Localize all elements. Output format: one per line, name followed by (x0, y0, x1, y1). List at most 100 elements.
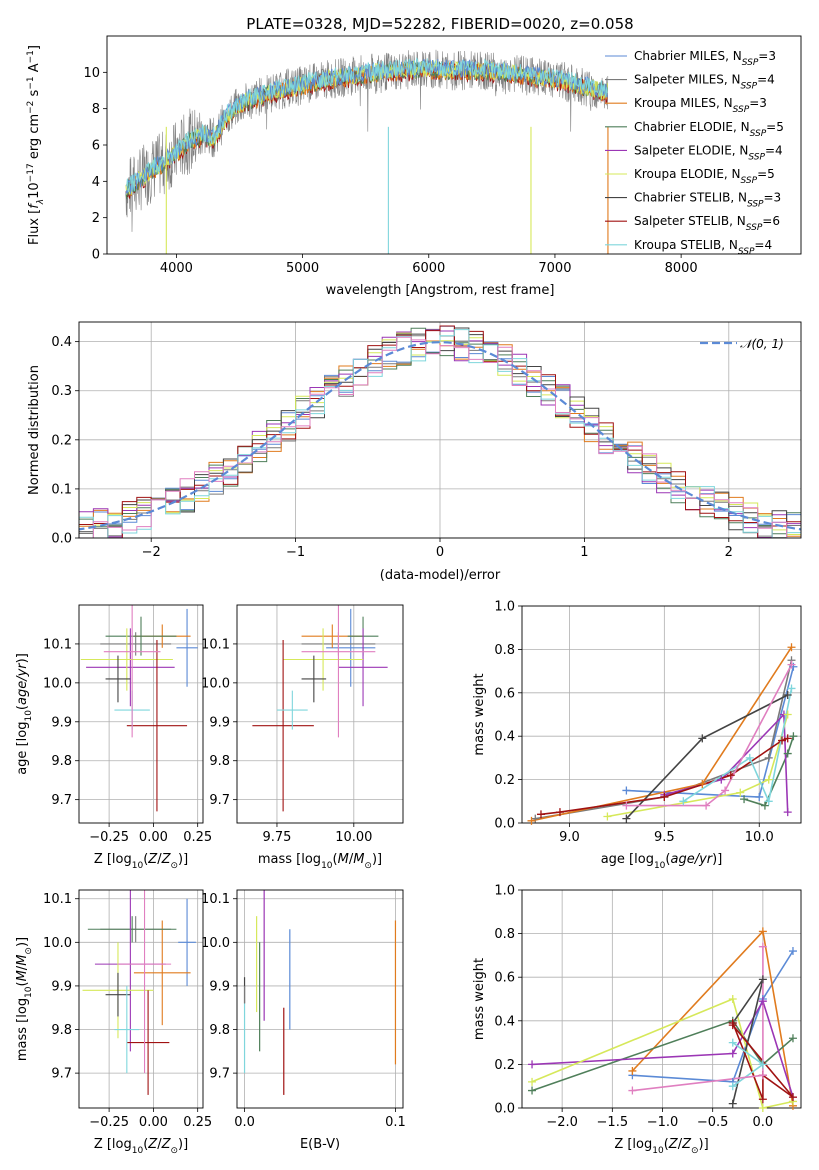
axes-frame (78, 889, 204, 1109)
weight-marker (622, 814, 631, 823)
y-tick-label: 10 (83, 66, 100, 81)
x-axis-label-part: ( (143, 1137, 148, 1152)
x-axis-label-part: age [log (601, 852, 654, 867)
weight-marker (783, 749, 792, 758)
y-tick-label: 9.7 (209, 793, 230, 808)
x-axis-label-part: Z (147, 1137, 158, 1152)
weight-marker (728, 1099, 737, 1108)
legend-label-part: SSP (741, 82, 758, 92)
weight-marker (758, 1071, 767, 1080)
y-tick-label: 0.6 (494, 971, 515, 986)
legend-label-part: SSP (741, 176, 758, 186)
weight-marker (721, 786, 730, 795)
x-axis-label-part: ⊙ (691, 1146, 699, 1156)
x-axis-label: Z [log10(Z/Z⊙)] (614, 1137, 708, 1156)
x-tick-label: 0.00 (139, 1115, 168, 1130)
weight-marker (788, 1093, 797, 1102)
legend-label-part: =4 (754, 238, 772, 252)
y-tick-label: 9.9 (209, 715, 230, 730)
y-axis-label-part: λ (36, 199, 46, 205)
x-axis-label-part: ⊙ (364, 861, 372, 871)
panel-age-vs-Z: −0.25 0.00 0.259.79.89.910.010.1Z [log10(Z… (15, 604, 212, 871)
legend-label: Chabrier ELODIE, NSSP=5 (634, 120, 784, 139)
weight-marker (788, 947, 797, 956)
weight-marker (728, 1021, 737, 1030)
legend-label: Kroupa MILES, NSSP=3 (634, 96, 767, 115)
weight-marker (758, 942, 767, 951)
panel-residuals: −2 −1 0 1 2 0.0 0.1 0.2 0.3 0.4 𝒩(0, 1) (data-model… (27, 321, 802, 583)
y-axis-label-part: )] (15, 937, 30, 947)
plot-area (237, 890, 403, 1108)
y-tick-label: 0.4 (494, 730, 515, 745)
weight-marker (745, 753, 754, 762)
x-tick-label: −0.25 (89, 830, 129, 845)
legend-label-part: Salpeter MILES, N (634, 73, 741, 87)
x-axis-label: Z [log10(Z/Z⊙)] (94, 1137, 188, 1156)
legend-label: Kroupa STELIB, NSSP=4 (634, 238, 772, 257)
weight-marker (787, 660, 796, 669)
y-tick-label: 10.0 (201, 936, 230, 951)
y-axis-label-part: 10 (24, 710, 34, 722)
weight-marker (527, 816, 536, 825)
weight-marker (758, 975, 767, 984)
weight-line (732, 978, 764, 1104)
panel-weight-vs-age: 9.0 9.5 10.0 0.0 0.2 0.4 0.6 0.8 1.0 age [log10(a… (472, 600, 802, 871)
y-axis-label-part: f (27, 202, 42, 209)
weight-line (535, 660, 793, 820)
x-axis-label-part: Z (147, 852, 158, 867)
histogram-step (79, 329, 801, 538)
y-axis-label-part: −2 (26, 101, 36, 114)
axes-frame (236, 604, 404, 824)
legend-label-part: =5 (757, 167, 775, 181)
plot-area (79, 890, 203, 1108)
weight-marker (755, 792, 764, 801)
axes-frame (521, 605, 802, 824)
x-tick-label: 1 (580, 545, 588, 560)
model-spectrum (125, 57, 608, 193)
weight-marker (555, 808, 564, 817)
x-axis-label-part: ( (665, 852, 670, 867)
y-tick-label: 9.7 (51, 793, 72, 808)
weight-marker (528, 1060, 537, 1069)
weight-marker (622, 801, 631, 810)
weight-marker (728, 1082, 737, 1091)
y-tick-label: 10.0 (43, 676, 72, 691)
y-tick-label: 0.0 (51, 532, 72, 547)
grid (237, 890, 403, 1108)
x-axis-label-part: 10 (321, 861, 333, 871)
x-axis-label-part: 10 (652, 1146, 664, 1156)
x-axis-label-part: )] (699, 1137, 709, 1152)
x-axis-label-part: age/yr (670, 852, 713, 867)
y-tick-label: 10.0 (201, 676, 230, 691)
legend-label: Salpeter MILES, NSSP=4 (634, 73, 775, 92)
x-axis-label-part: 10 (132, 1146, 144, 1156)
x-axis-label-part: M (353, 852, 364, 867)
weight-marker (783, 690, 792, 699)
legend-label-part: SSP (750, 129, 767, 139)
plot-area (125, 49, 609, 254)
weight-line (531, 999, 794, 1098)
y-axis-label-part: A (27, 63, 42, 76)
axes-frame (78, 321, 802, 539)
weight-marker (698, 734, 707, 743)
x-axis-label-part: Z (161, 1137, 172, 1152)
weight-marker (758, 927, 767, 936)
legend-label-part: SSP (738, 247, 755, 257)
legend-label-part: =3 (758, 49, 776, 63)
x-tick-label: −1.5 (597, 1115, 629, 1130)
y-tick-label: 4 (92, 175, 100, 190)
weight-marker (622, 786, 631, 795)
x-axis-label-part: Z [log (614, 1137, 652, 1152)
weight-marker (528, 1077, 537, 1086)
y-tick-label: 0.2 (494, 773, 515, 788)
legend-label-part: SSP (746, 223, 763, 233)
legend-label: Chabrier STELIB, NSSP=3 (634, 191, 781, 210)
histogram-step (79, 336, 801, 538)
x-tick-label: 0.25 (183, 830, 212, 845)
weight-marker (660, 792, 669, 801)
y-axis-label-part: s (27, 89, 42, 100)
y-axis-label-part: −1 (26, 76, 36, 89)
legend-label: Chabrier MILES, NSSP=3 (634, 49, 776, 68)
legend-label-part: =5 (766, 120, 784, 134)
y-tick-label: 0 (92, 248, 100, 263)
